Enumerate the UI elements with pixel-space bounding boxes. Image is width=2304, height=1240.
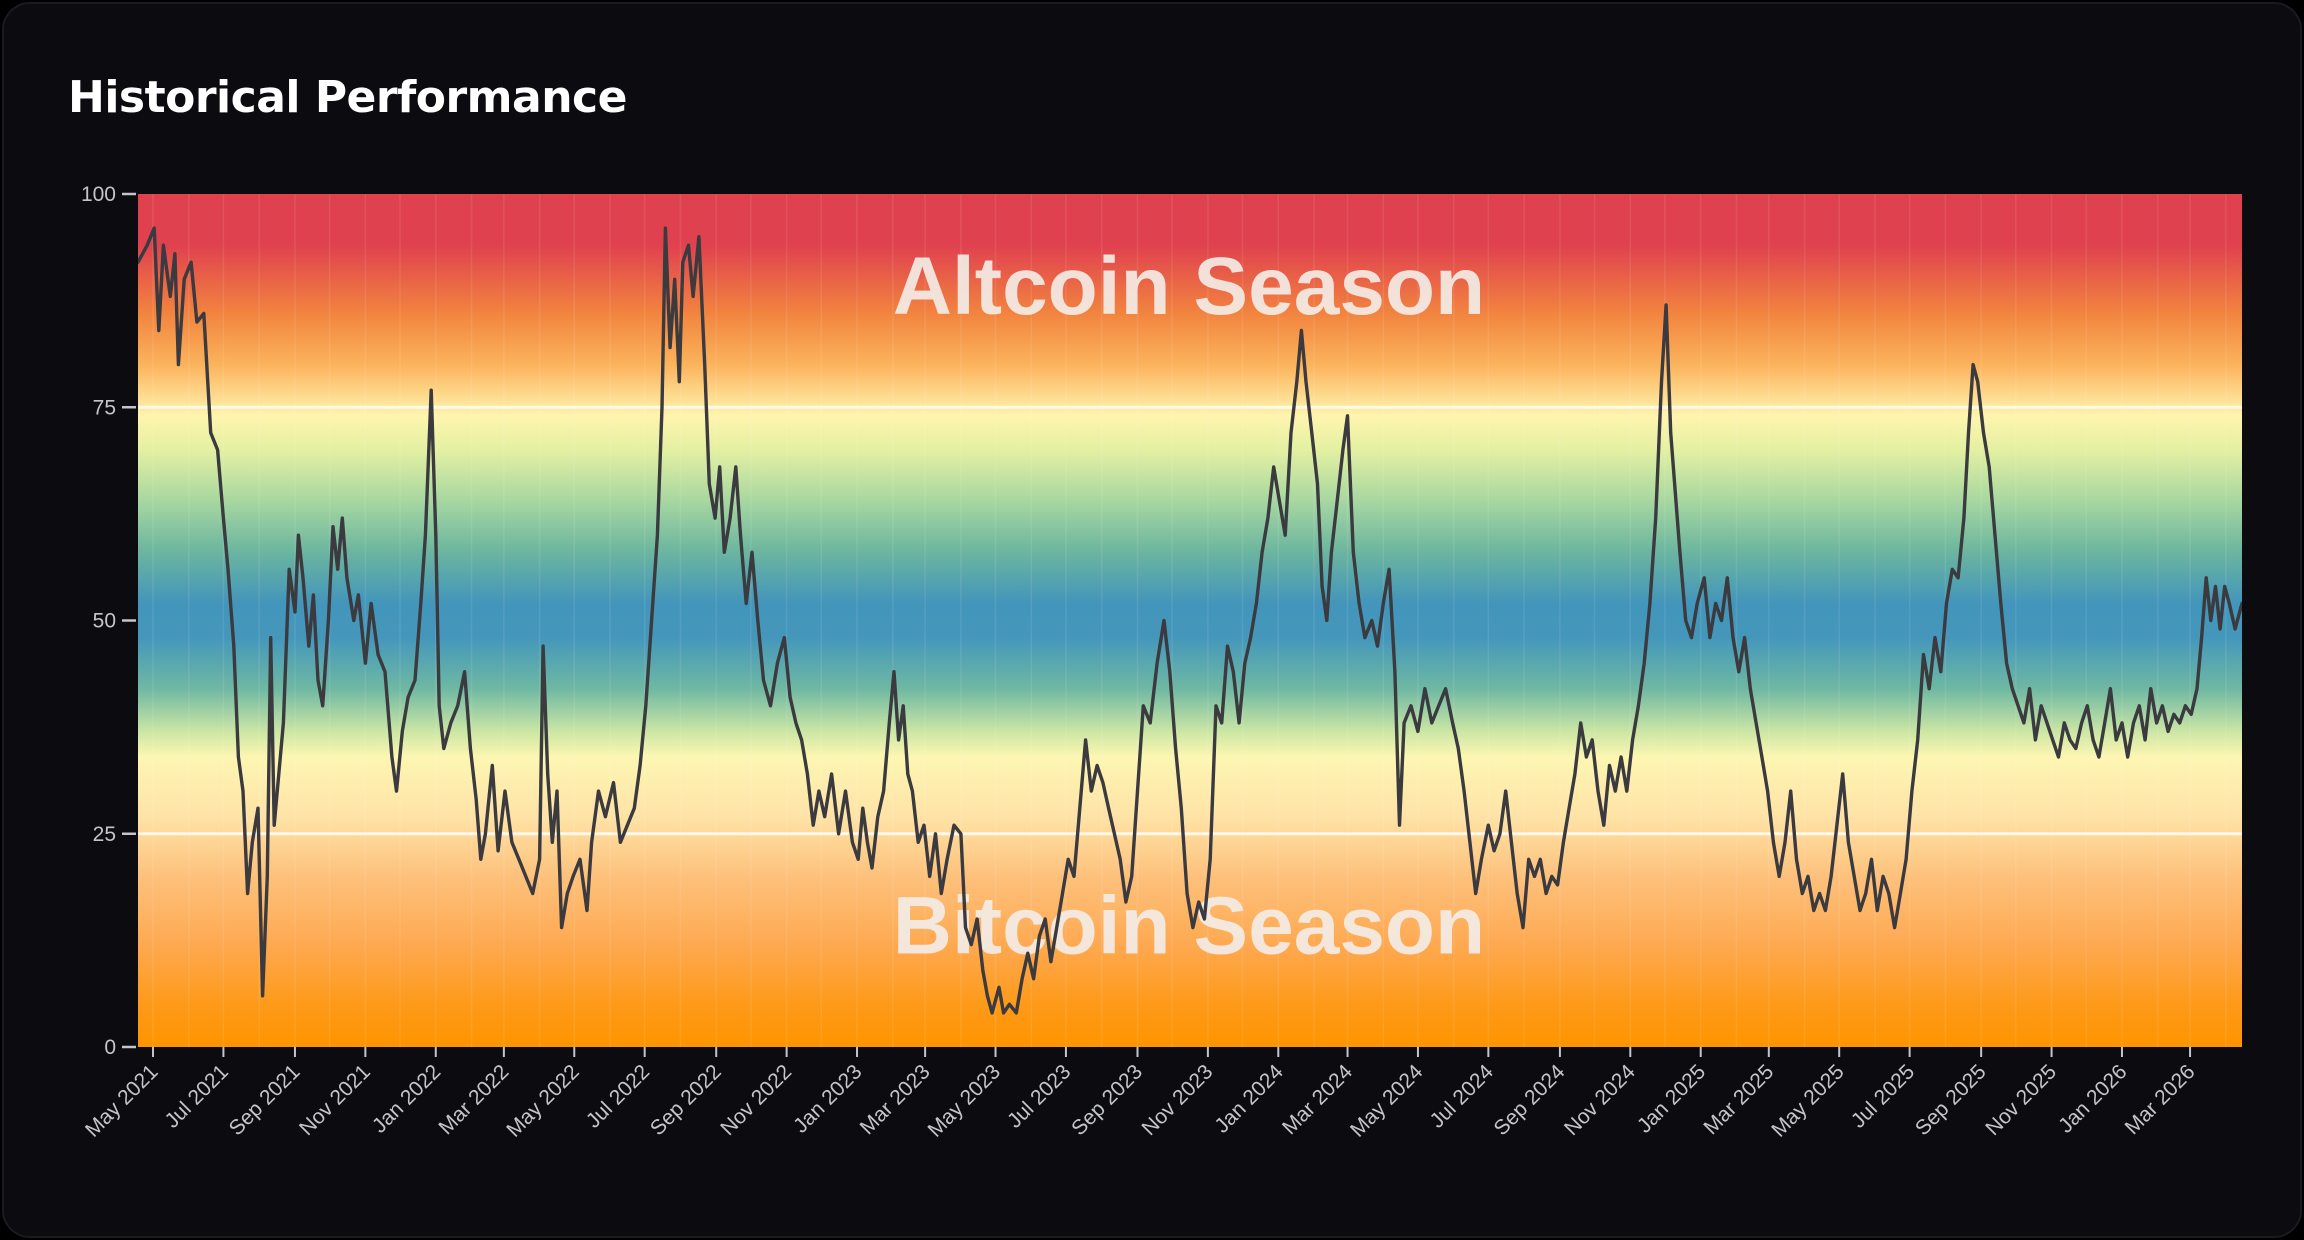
x-tick-label: Nov 2023 <box>1138 1060 1218 1140</box>
y-tick-label: 0 <box>104 1036 116 1059</box>
x-tick-label: Mar 2023 <box>856 1060 935 1139</box>
x-tick-label: Jul 2022 <box>582 1060 654 1132</box>
x-tick-label: Mar 2024 <box>1278 1060 1357 1139</box>
x-tick-label: Mar 2022 <box>434 1060 513 1139</box>
x-tick-label: Jan 2024 <box>1210 1060 1288 1138</box>
y-tick-label: 100 <box>81 183 116 206</box>
x-tick-label: Jul 2024 <box>1425 1060 1498 1133</box>
x-tick-label: May 2022 <box>502 1060 583 1141</box>
x-tick-label: May 2024 <box>1346 1060 1428 1142</box>
x-tick-label: Jan 2026 <box>2054 1060 2131 1137</box>
x-tick-label: Jan 2023 <box>789 1060 866 1137</box>
x-tick-label: Jan 2025 <box>1633 1060 1710 1137</box>
x-tick-label: Sep 2022 <box>646 1060 726 1140</box>
x-tick-label: Jan 2022 <box>368 1060 445 1137</box>
y-tick-label: 50 <box>93 610 116 633</box>
reference-lines <box>138 405 2242 836</box>
card-title: Historical Performance <box>68 72 627 123</box>
x-tick-label: Sep 2023 <box>1067 1060 1147 1140</box>
x-tick-label: Mar 2026 <box>2121 1060 2200 1139</box>
x-tick-label: May 2021 <box>81 1060 162 1141</box>
x-tick-label: Sep 2025 <box>1911 1060 1991 1140</box>
x-tick-label: Jul 2021 <box>161 1060 233 1132</box>
x-tick-label: May 2023 <box>924 1060 1005 1141</box>
series-layer <box>138 226 2242 1015</box>
x-tick-label: Mar 2025 <box>1699 1060 1778 1139</box>
x-tick-label: Nov 2025 <box>1981 1060 2061 1140</box>
x-tick-label: Sep 2024 <box>1490 1060 1570 1140</box>
y-tick-label: 75 <box>93 396 116 419</box>
x-tick-label: Jul 2025 <box>1847 1060 1919 1132</box>
y-tick-label: 25 <box>93 823 116 846</box>
altcoin-season-label: Altcoin Season <box>893 241 1485 332</box>
x-tick-label: Nov 2022 <box>716 1060 796 1140</box>
x-tick-label: Sep 2021 <box>225 1060 305 1140</box>
x-tick-label: May 2025 <box>1767 1060 1848 1141</box>
x-tick-label: Nov 2024 <box>1560 1060 1640 1140</box>
series-line <box>138 226 2242 1015</box>
x-tick-label: Nov 2021 <box>295 1060 375 1140</box>
x-tick-label: Jul 2023 <box>1003 1060 1075 1132</box>
grid <box>152 194 2227 1047</box>
